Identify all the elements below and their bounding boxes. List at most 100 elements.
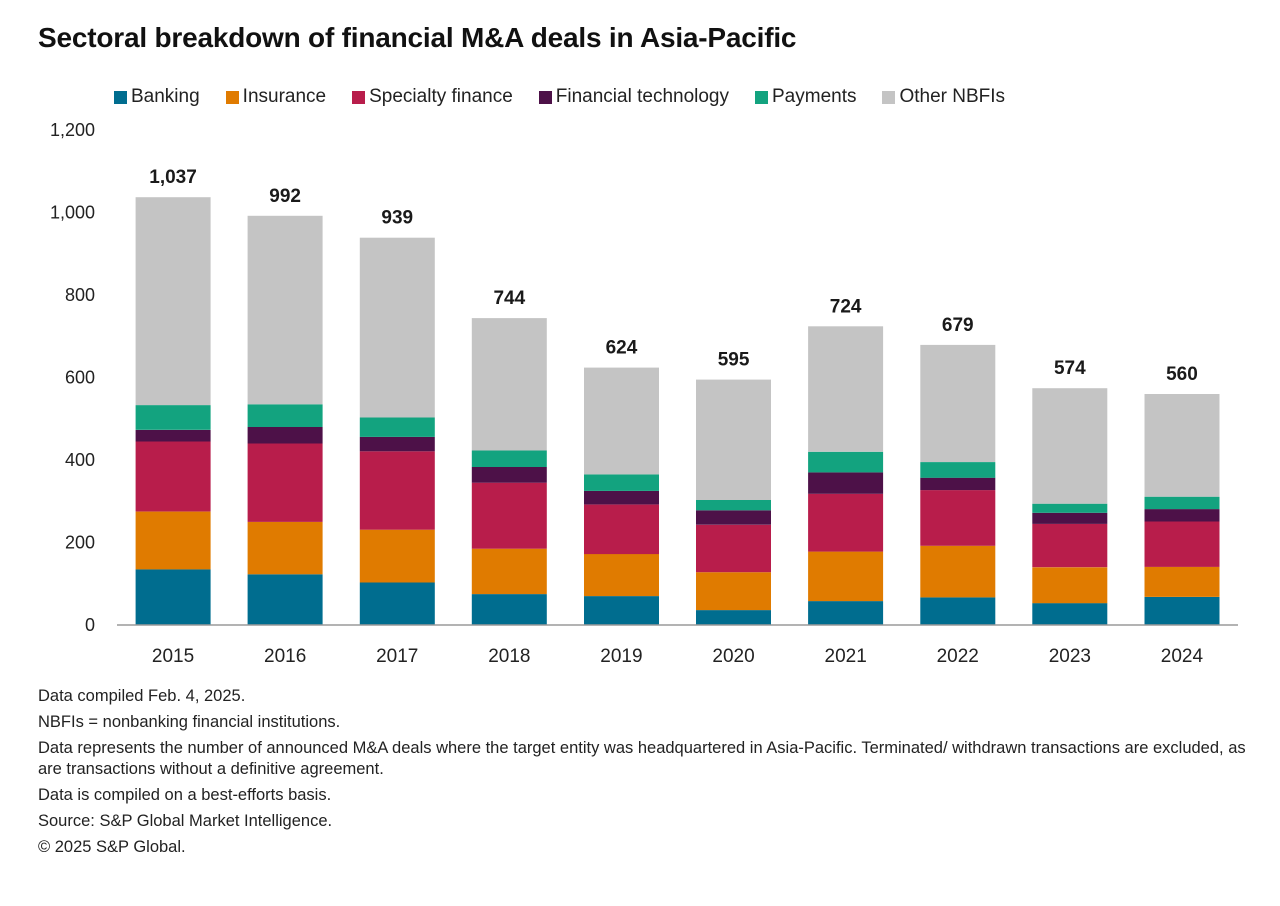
- y-tick-label: 1,000: [50, 203, 95, 223]
- legend-swatch: [755, 90, 768, 104]
- note-copyright: © 2025 S&P Global.: [38, 838, 186, 856]
- legend-label: Specialty finance: [369, 86, 513, 107]
- note-nbfi-definition: NBFIs = nonbanking financial institution…: [38, 713, 341, 731]
- bar-segment: [1144, 394, 1220, 497]
- bar-segment: [584, 554, 659, 597]
- x-tick-label: 2017: [376, 646, 418, 667]
- bar-segment: [247, 443, 323, 522]
- bar-segment: [808, 472, 884, 494]
- bar-segment: [808, 551, 884, 602]
- bar-total-label: 939: [381, 208, 413, 229]
- legend-item: Payments: [755, 86, 856, 108]
- bar-total-label: 992: [269, 186, 301, 207]
- bar-segment: [808, 493, 884, 552]
- bar-segment: [808, 601, 884, 625]
- x-tick-label: 2020: [712, 646, 754, 667]
- bar-segment: [471, 467, 547, 483]
- bar-total-label: 679: [942, 315, 974, 336]
- bar-segment: [471, 594, 547, 625]
- legend-label: Insurance: [242, 86, 327, 107]
- bar-segment: [1032, 503, 1108, 513]
- total-labels: 1,037 992 939 744 624 595 724 679 574 560: [149, 167, 1198, 385]
- bar-segment: [920, 462, 996, 478]
- bar-segment: [696, 610, 771, 625]
- bar-total-label: 724: [830, 296, 862, 317]
- bar-total-label: 595: [718, 350, 750, 371]
- bar-segment: [1144, 521, 1220, 567]
- bar-segment: [584, 474, 659, 491]
- bar-segment: [247, 215, 323, 405]
- bar-segment: [808, 451, 884, 473]
- bar-segment: [359, 417, 435, 437]
- bar-segment: [247, 521, 323, 575]
- legend-label: Financial technology: [555, 86, 729, 107]
- legend-swatch: [114, 90, 127, 104]
- bar-segment: [584, 504, 659, 555]
- bar-segment: [920, 597, 996, 625]
- y-tick-label: 200: [65, 533, 95, 553]
- legend-swatch: [538, 90, 552, 104]
- bar-segment: [1032, 388, 1108, 504]
- chart-title: Sectoral breakdown of financial M&A deal…: [38, 22, 797, 53]
- legend-item: Banking: [114, 86, 200, 108]
- x-tick-label: 2024: [1161, 646, 1204, 667]
- legend-label: Banking: [131, 86, 200, 107]
- bar-segment: [584, 490, 659, 505]
- bar-segment: [359, 436, 435, 452]
- legend-item: Other NBFIs: [882, 86, 1005, 108]
- x-tick-label: 2015: [152, 646, 194, 667]
- bar-total-label: 574: [1054, 358, 1086, 379]
- y-axis: 0 200 400 600 800 1,000 1,200: [50, 120, 95, 635]
- bar-segment: [808, 326, 884, 452]
- legend-swatch: [352, 90, 366, 104]
- bar-segment: [247, 404, 323, 427]
- bar-segment: [1032, 567, 1108, 604]
- y-tick-label: 800: [65, 285, 95, 305]
- bar-segment: [359, 451, 435, 530]
- bar-segment: [696, 572, 771, 611]
- x-tick-label: 2021: [825, 646, 867, 667]
- x-tick-label: 2022: [937, 646, 979, 667]
- bar-segment: [696, 510, 771, 525]
- y-tick-label: 400: [65, 450, 95, 470]
- x-tick-label: 2023: [1049, 646, 1091, 667]
- legend-item: Specialty finance: [352, 86, 513, 108]
- legend-label: Payments: [772, 86, 857, 107]
- bar-segment: [135, 405, 211, 430]
- legend-swatch: [225, 90, 239, 104]
- legend-swatch: [882, 90, 896, 104]
- bar-segment: [696, 379, 771, 500]
- bar-segment: [696, 524, 771, 573]
- bar-segment: [696, 500, 771, 511]
- chart-notes: Data compiled Feb. 4, 2025. NBFIs = nonb…: [38, 686, 1248, 863]
- bar-segment: [471, 548, 547, 595]
- note-compiled-date: Data compiled Feb. 4, 2025.: [38, 687, 246, 705]
- bar-total-label: 1,037: [149, 167, 197, 188]
- x-tick-label: 2019: [600, 646, 642, 667]
- bar-segment: [1144, 496, 1220, 510]
- y-tick-label: 0: [85, 615, 95, 635]
- note-methodology: Data represents the number of announced …: [38, 739, 1246, 778]
- y-tick-label: 600: [65, 368, 95, 388]
- bar-segment: [135, 569, 211, 625]
- bar-segment: [135, 511, 211, 570]
- bar-segment: [471, 450, 547, 467]
- bar-segment: [359, 529, 435, 583]
- bar-segment: [135, 197, 211, 406]
- bar-segment: [920, 344, 996, 462]
- bar-stacks: [135, 197, 1220, 625]
- bar-segment: [359, 237, 435, 418]
- bar-segment: [1144, 509, 1220, 522]
- bar-segment: [471, 318, 547, 451]
- bar-segment: [471, 482, 547, 549]
- bar-segment: [920, 490, 996, 546]
- bar-total-label: 744: [493, 288, 525, 309]
- note-best-efforts: Data is compiled on a best-efforts basis…: [38, 786, 332, 804]
- bar-segment: [1032, 523, 1108, 568]
- x-axis: 2015 2016 2017 2018 2019 2020 2021 2022 2023 2024: [152, 646, 1204, 667]
- legend-item: Insurance: [225, 86, 327, 108]
- legend-item: Financial technology: [538, 86, 729, 108]
- bar-segment: [584, 596, 659, 625]
- stacked-bar-chart: 0 200 400 600 800 1,000 1,200 2015 2016 2017 2018…: [50, 120, 1238, 667]
- bar-segment: [359, 582, 435, 625]
